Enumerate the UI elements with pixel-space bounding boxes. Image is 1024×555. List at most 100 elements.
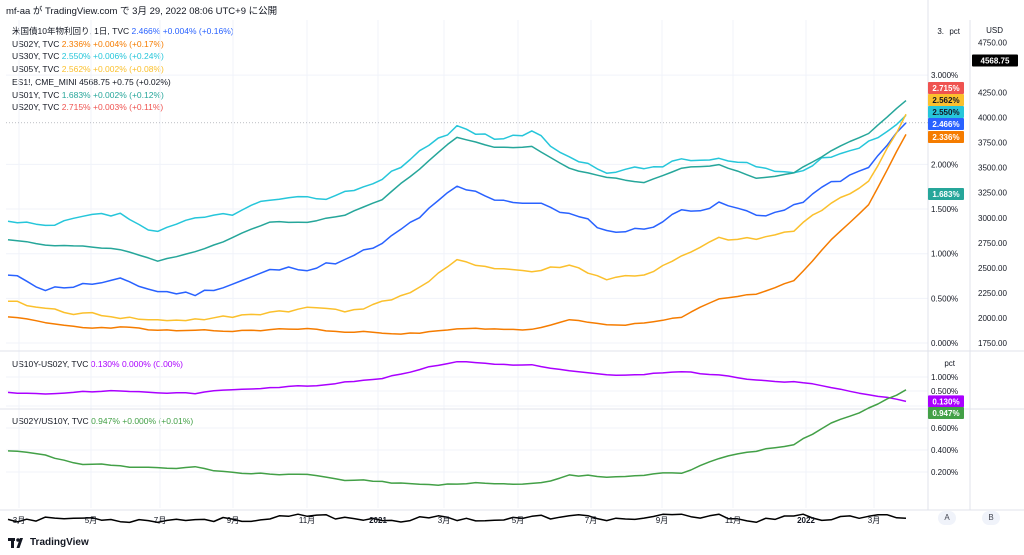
legend-series-name: US02Y, TVC	[12, 38, 62, 49]
pct-tick-label: 2.000%	[931, 160, 958, 169]
publish-header: mf-aa が TradingView.com で 3月 29, 2022 08…	[6, 6, 278, 17]
x-tick-label: 3月	[868, 516, 880, 525]
price-tag-us02y: 2.336%	[932, 133, 959, 142]
legend-series-value: 0.947%	[91, 416, 123, 426]
legend-ratio-row[interactable]: US02Y/US10Y, TVC 0.947% +0.000% (+0.01%)	[12, 415, 193, 427]
pct-tick-label: 3.	[937, 27, 944, 36]
legend-series-name: US01Y, TVC	[12, 89, 62, 100]
b-button[interactable]: B	[982, 511, 1000, 525]
usd-tick-label: 4000.00	[978, 114, 1007, 123]
legend-series-change: +0.002% (+0.08%)	[92, 64, 164, 75]
price-tag-ratio: 0.947%	[932, 409, 959, 418]
usd-tick-label: 4750.00	[978, 38, 1007, 47]
series-us02y-line	[7, 134, 907, 335]
legend-main-row[interactable]: US20Y, TVC 2.715% +0.003% (+0.11%)	[12, 101, 163, 113]
pane3-tick-label: 0.400%	[931, 446, 958, 455]
legend-series-change: +0.004% (+0.16%)	[162, 26, 234, 36]
usd-tick-label: 3250.00	[978, 189, 1007, 198]
series-us01y-line	[7, 100, 907, 262]
usd-tick-label: 2500.00	[978, 264, 1007, 273]
price-tag-us10y: 2.466%	[932, 120, 959, 129]
x-tick-label: 5月	[85, 516, 97, 525]
price-tag-spread: 0.130%	[932, 397, 959, 406]
legend-main-row[interactable]: US05Y, TVC 2.562% +0.002% (+0.08%)	[12, 63, 164, 75]
price-tag-us01y-bg	[928, 188, 964, 200]
usd-tick-label: 3000.00	[978, 214, 1007, 223]
pct-tick-label: 1.500%	[931, 205, 958, 214]
series-es-line	[7, 513, 907, 524]
legend-series-change: +0.003% (+0.11%)	[92, 102, 164, 113]
series-spread-line	[7, 360, 907, 403]
legend-series-value: 2.715%	[61, 102, 93, 113]
legend-series-name: US30Y, TVC	[12, 51, 62, 62]
legend-series-value: 2.336%	[61, 38, 93, 49]
pct-axis-label: pct	[949, 27, 960, 36]
x-tick-label: 2021	[369, 516, 387, 525]
usd-tick-label: 3500.00	[978, 164, 1007, 173]
pane3-tick-label: 0.600%	[931, 424, 958, 433]
x-tick-label: 2022	[797, 516, 815, 525]
legend-spread-row[interactable]: US10Y-US02Y, TVC 0.130% 0.000% (0.00%)	[12, 358, 183, 370]
usd-tick-label: 4250.00	[978, 89, 1007, 98]
price-tag-us30y: 2.550%	[932, 108, 959, 117]
price-tag-spread-bg	[928, 395, 964, 408]
pct-tick-label: 1.000%	[931, 250, 958, 259]
pct-tick-label: 0.500%	[931, 294, 958, 303]
auto-scale-button[interactable]: A	[938, 511, 956, 525]
usd-tick-label: 3750.00	[978, 139, 1007, 148]
price-tag-us20y: 2.715%	[932, 84, 959, 93]
x-tick-label: 9月	[656, 516, 668, 525]
series-us10y-line	[7, 122, 907, 297]
tradingview-logo-icon	[8, 537, 26, 548]
pane2-axis-label: pct	[944, 359, 955, 368]
series-us30y-line	[7, 114, 907, 233]
legend-series-name: US20Y, TVC	[12, 102, 62, 113]
legend-series-name: US02Y/US10Y, TVC	[12, 416, 92, 426]
price-tag-us02y-bg	[928, 131, 964, 143]
footer-brand: TradingView	[30, 537, 89, 548]
legend-series-name: 米国債10年物利回り, 1日, TVC	[12, 26, 132, 36]
legend-series-value: 1.683%	[61, 89, 93, 100]
usd-axis-label: USD	[986, 26, 1003, 35]
series-us05y-line	[8, 113, 907, 322]
usd-tick-label: 2750.00	[978, 239, 1007, 248]
price-tag-us10y-bg	[928, 118, 964, 130]
usd-tick-label: 1750.00	[978, 339, 1007, 348]
usd-tick-label: 2000.00	[978, 314, 1007, 323]
price-tag-es: 4568.75	[981, 57, 1010, 66]
legend-series-change: +0.006% (+0.24%)	[92, 51, 164, 62]
legend-series-value: 0.130%	[90, 359, 122, 369]
x-tick-label: 3月	[438, 516, 450, 525]
price-tag-us05y-bg	[928, 94, 964, 106]
x-tick-label: 3月	[13, 516, 25, 525]
x-tick-label: 11月	[725, 516, 741, 525]
x-tick-label: 7月	[585, 516, 597, 525]
price-tag-us05y: 2.562%	[932, 96, 959, 105]
price-tag-us01y: 1.683%	[932, 190, 959, 199]
legend-series-change: +0.002% (+0.12%)	[92, 89, 164, 100]
pane2-tick-label: 1.000%	[931, 373, 958, 382]
legend-main-row[interactable]: US01Y, TVC 1.683% +0.002% (+0.12%)	[12, 89, 164, 101]
pct-tick-label: 0.000%	[931, 339, 958, 348]
series-ratio-line	[7, 389, 907, 486]
legend-series-value: 4568.75	[79, 76, 113, 87]
price-tag-us30y-bg	[928, 106, 964, 118]
x-tick-label: 7月	[154, 516, 166, 525]
legend-main-row[interactable]: ES1!, CME_MINI 4568.75 +0.75 (+0.02%)	[12, 76, 171, 88]
x-tick-label: 5月	[512, 516, 524, 525]
legend-main-row[interactable]: 米国債10年物利回り, 1日, TVC 2.466% +0.004% (+0.1…	[12, 25, 234, 37]
legend-series-name: ES1!, CME_MINI	[12, 76, 80, 87]
legend-main-row[interactable]: US30Y, TVC 2.550% +0.006% (+0.24%)	[12, 50, 164, 62]
legend-main-row[interactable]: US02Y, TVC 2.336% +0.004% (+0.17%)	[12, 38, 164, 50]
usd-tick-label: 2250.00	[978, 289, 1007, 298]
legend-series-change: +0.000% (+0.01%)	[122, 416, 194, 426]
price-tag-es-bg	[972, 54, 1018, 67]
x-tick-label: 9月	[227, 516, 239, 525]
legend-series-name: US05Y, TVC	[12, 64, 62, 75]
pane2-tick-label: 0.500%	[931, 387, 958, 396]
legend-series-value: 2.466%	[131, 26, 163, 36]
pane3-tick-label: 0.200%	[931, 468, 958, 477]
x-tick-label: 11月	[299, 516, 315, 525]
